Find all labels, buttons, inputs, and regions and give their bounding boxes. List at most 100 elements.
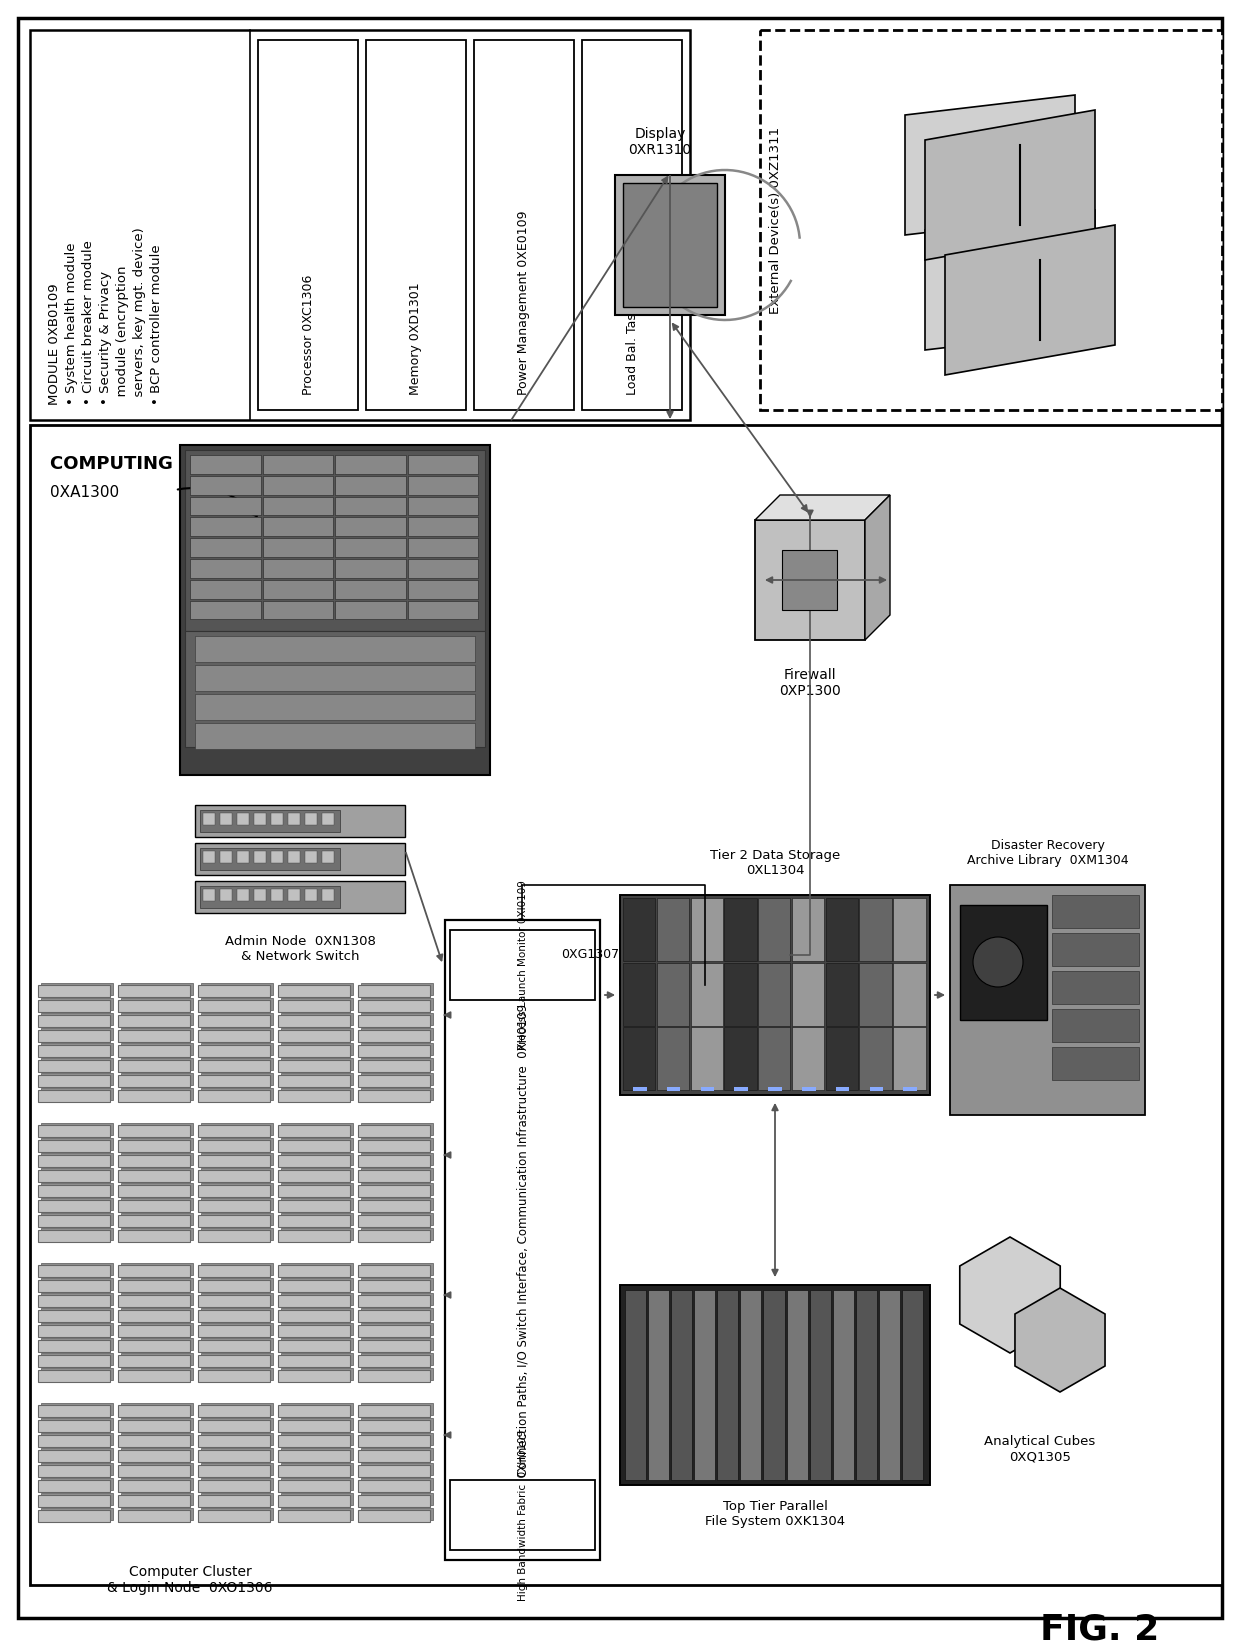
Bar bbox=[198, 1296, 270, 1307]
Bar bbox=[118, 1465, 190, 1478]
Text: Analytical Cubes
0XQ1305: Analytical Cubes 0XQ1305 bbox=[985, 1435, 1096, 1463]
Bar bbox=[122, 1433, 193, 1445]
Bar bbox=[859, 898, 892, 961]
Bar bbox=[358, 1000, 430, 1011]
Bar bbox=[361, 1493, 433, 1506]
Bar bbox=[361, 984, 433, 995]
Text: 0XA1300: 0XA1300 bbox=[50, 484, 119, 501]
Bar bbox=[281, 1433, 353, 1445]
Bar bbox=[198, 1406, 270, 1417]
Bar bbox=[38, 1420, 110, 1432]
Bar bbox=[41, 1433, 113, 1445]
Bar bbox=[893, 898, 925, 961]
Bar bbox=[118, 1281, 190, 1292]
Text: Top Tier Parallel
File System 0XK1304: Top Tier Parallel File System 0XK1304 bbox=[704, 1501, 846, 1529]
Bar bbox=[118, 1186, 190, 1197]
Bar bbox=[41, 1228, 113, 1240]
Bar bbox=[358, 1355, 430, 1368]
Bar bbox=[198, 1140, 270, 1153]
Bar bbox=[281, 1199, 353, 1210]
Bar bbox=[38, 985, 110, 997]
Bar bbox=[740, 1291, 761, 1479]
Bar bbox=[272, 888, 283, 901]
Bar bbox=[118, 1494, 190, 1507]
Bar bbox=[198, 1264, 270, 1277]
Bar bbox=[361, 1167, 433, 1181]
Bar bbox=[38, 1061, 110, 1072]
Bar bbox=[361, 1448, 433, 1460]
Bar bbox=[41, 1368, 113, 1379]
Bar bbox=[198, 1061, 270, 1072]
Bar bbox=[358, 1230, 430, 1241]
Bar bbox=[755, 521, 866, 640]
Bar bbox=[201, 1123, 273, 1135]
Bar bbox=[201, 1057, 273, 1071]
Bar bbox=[358, 1310, 430, 1322]
Bar bbox=[358, 985, 430, 997]
Bar bbox=[41, 1478, 113, 1489]
Text: Processor 0XC1306: Processor 0XC1306 bbox=[301, 274, 315, 396]
Bar bbox=[38, 1310, 110, 1322]
Bar bbox=[122, 1292, 193, 1305]
Bar bbox=[278, 1264, 350, 1277]
Bar bbox=[201, 1182, 273, 1195]
Bar bbox=[118, 1200, 190, 1212]
Bar bbox=[190, 601, 260, 619]
Bar bbox=[201, 1263, 273, 1274]
Bar bbox=[118, 1355, 190, 1368]
Bar bbox=[41, 1138, 113, 1149]
Bar bbox=[41, 1353, 113, 1365]
Bar bbox=[201, 1353, 273, 1365]
Bar bbox=[361, 1182, 433, 1195]
Bar bbox=[201, 1153, 273, 1166]
Bar bbox=[450, 1479, 595, 1550]
Bar bbox=[717, 1291, 738, 1479]
Bar bbox=[758, 962, 790, 1026]
Bar bbox=[281, 1228, 353, 1240]
Bar bbox=[41, 1309, 113, 1320]
Bar bbox=[195, 842, 405, 875]
Bar bbox=[38, 1215, 110, 1227]
Bar bbox=[278, 1369, 350, 1383]
Bar bbox=[288, 813, 300, 824]
Bar bbox=[281, 1493, 353, 1506]
Bar bbox=[122, 1493, 193, 1506]
Bar bbox=[278, 1200, 350, 1212]
Bar bbox=[769, 1087, 781, 1090]
Bar bbox=[278, 1215, 350, 1227]
Polygon shape bbox=[755, 494, 890, 521]
Bar bbox=[201, 1277, 273, 1291]
Bar bbox=[118, 1030, 190, 1043]
Bar bbox=[358, 1171, 430, 1182]
Bar bbox=[41, 1402, 113, 1415]
Bar bbox=[278, 1281, 350, 1292]
Bar bbox=[1052, 1008, 1140, 1043]
Bar bbox=[122, 1402, 193, 1415]
Bar bbox=[358, 1494, 430, 1507]
Bar bbox=[620, 895, 930, 1095]
Bar bbox=[38, 1281, 110, 1292]
Bar bbox=[122, 1323, 193, 1335]
Bar bbox=[278, 1296, 350, 1307]
Bar bbox=[408, 455, 477, 475]
Bar bbox=[198, 1015, 270, 1026]
Bar bbox=[278, 1450, 350, 1461]
Bar bbox=[361, 1263, 433, 1274]
Bar bbox=[38, 1186, 110, 1197]
Bar bbox=[263, 496, 334, 516]
Bar bbox=[41, 1013, 113, 1025]
Bar bbox=[122, 984, 193, 995]
Bar bbox=[450, 929, 595, 1000]
Bar bbox=[122, 1072, 193, 1085]
Bar bbox=[219, 851, 232, 864]
Bar bbox=[358, 1511, 430, 1522]
Bar bbox=[118, 1125, 190, 1136]
Bar bbox=[281, 1309, 353, 1320]
Bar bbox=[634, 1087, 646, 1090]
Text: Display
0XR1310: Display 0XR1310 bbox=[629, 126, 692, 158]
Bar bbox=[201, 1028, 273, 1039]
Text: FIG. 2: FIG. 2 bbox=[1040, 1612, 1159, 1642]
Bar bbox=[281, 984, 353, 995]
Bar bbox=[622, 1028, 655, 1090]
Bar bbox=[335, 539, 405, 557]
